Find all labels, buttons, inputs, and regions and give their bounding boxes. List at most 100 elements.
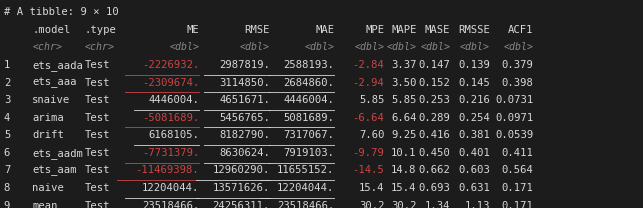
Text: MPE: MPE <box>365 25 385 35</box>
Text: 7.60: 7.60 <box>359 130 385 140</box>
Text: 9.25: 9.25 <box>391 130 417 140</box>
Text: <chr>: <chr> <box>32 42 62 52</box>
Text: 5.85: 5.85 <box>359 95 385 105</box>
Text: -2309674.: -2309674. <box>142 78 199 88</box>
Text: -11469398.: -11469398. <box>136 166 199 176</box>
Text: 0.401: 0.401 <box>458 148 490 158</box>
Text: 0.253: 0.253 <box>418 95 450 105</box>
Text: <dbl>: <dbl> <box>420 42 450 52</box>
Text: -14.5: -14.5 <box>352 166 385 176</box>
Text: ets_aaa: ets_aaa <box>32 78 77 88</box>
Text: 0.379: 0.379 <box>502 60 534 70</box>
Text: 30.2: 30.2 <box>391 201 417 208</box>
Text: 23518466.: 23518466. <box>142 201 199 208</box>
Text: 30.2: 30.2 <box>359 201 385 208</box>
Text: 5.85: 5.85 <box>391 95 417 105</box>
Text: 15.4: 15.4 <box>391 183 417 193</box>
Text: 0.289: 0.289 <box>418 113 450 123</box>
Text: 13571626.: 13571626. <box>213 183 270 193</box>
Text: ME: ME <box>186 25 199 35</box>
Text: 0.450: 0.450 <box>418 148 450 158</box>
Text: arima: arima <box>32 113 64 123</box>
Text: 0.411: 0.411 <box>502 148 534 158</box>
Text: Test: Test <box>85 201 111 208</box>
Text: 1.13: 1.13 <box>464 201 490 208</box>
Text: 0.145: 0.145 <box>458 78 490 88</box>
Text: 12960290.: 12960290. <box>213 166 270 176</box>
Text: <dbl>: <dbl> <box>240 42 270 52</box>
Text: 0.693: 0.693 <box>418 183 450 193</box>
Text: 10.1: 10.1 <box>391 148 417 158</box>
Text: 14.8: 14.8 <box>391 166 417 176</box>
Text: 4651671.: 4651671. <box>219 95 270 105</box>
Text: Test: Test <box>85 183 111 193</box>
Text: 7317067.: 7317067. <box>284 130 334 140</box>
Text: drift: drift <box>32 130 64 140</box>
Text: ACF1: ACF1 <box>508 25 534 35</box>
Text: RMSE: RMSE <box>244 25 270 35</box>
Text: 8182790.: 8182790. <box>219 130 270 140</box>
Text: 0.0971: 0.0971 <box>496 113 534 123</box>
Text: .type: .type <box>85 25 117 35</box>
Text: ets_aada: ets_aada <box>32 60 83 71</box>
Text: .model: .model <box>32 25 70 35</box>
Text: 6: 6 <box>4 148 10 158</box>
Text: Test: Test <box>85 166 111 176</box>
Text: -5081689.: -5081689. <box>142 113 199 123</box>
Text: 3.37: 3.37 <box>391 60 417 70</box>
Text: 4446004.: 4446004. <box>149 95 199 105</box>
Text: -2226932.: -2226932. <box>142 60 199 70</box>
Text: MAPE: MAPE <box>391 25 417 35</box>
Text: 11655152.: 11655152. <box>277 166 334 176</box>
Text: <dbl>: <dbl> <box>503 42 534 52</box>
Text: 0.398: 0.398 <box>502 78 534 88</box>
Text: 0.254: 0.254 <box>458 113 490 123</box>
Text: MASE: MASE <box>424 25 450 35</box>
Text: ets_aam: ets_aam <box>32 166 77 176</box>
Text: 0.416: 0.416 <box>418 130 450 140</box>
Text: 0.0731: 0.0731 <box>496 95 534 105</box>
Text: 0.139: 0.139 <box>458 60 490 70</box>
Text: -2.84: -2.84 <box>352 60 385 70</box>
Text: 0.216: 0.216 <box>458 95 490 105</box>
Text: 1.34: 1.34 <box>424 201 450 208</box>
Text: 8: 8 <box>4 183 10 193</box>
Text: 6.64: 6.64 <box>391 113 417 123</box>
Text: 4446004.: 4446004. <box>284 95 334 105</box>
Text: 3114850.: 3114850. <box>219 78 270 88</box>
Text: 2987819.: 2987819. <box>219 60 270 70</box>
Text: 0.171: 0.171 <box>502 201 534 208</box>
Text: 15.4: 15.4 <box>359 183 385 193</box>
Text: Test: Test <box>85 78 111 88</box>
Text: ets_aadm: ets_aadm <box>32 148 83 159</box>
Text: 1: 1 <box>4 60 10 70</box>
Text: 4: 4 <box>4 113 10 123</box>
Text: 6168105.: 6168105. <box>149 130 199 140</box>
Text: 12204044.: 12204044. <box>277 183 334 193</box>
Text: 9: 9 <box>4 201 10 208</box>
Text: -9.79: -9.79 <box>352 148 385 158</box>
Text: 2684860.: 2684860. <box>284 78 334 88</box>
Text: <dbl>: <dbl> <box>304 42 334 52</box>
Text: 7919103.: 7919103. <box>284 148 334 158</box>
Text: 23518466.: 23518466. <box>277 201 334 208</box>
Text: 7: 7 <box>4 166 10 176</box>
Text: 0.603: 0.603 <box>458 166 490 176</box>
Text: Test: Test <box>85 113 111 123</box>
Text: 0.662: 0.662 <box>418 166 450 176</box>
Text: -6.64: -6.64 <box>352 113 385 123</box>
Text: Test: Test <box>85 148 111 158</box>
Text: <dbl>: <dbl> <box>169 42 199 52</box>
Text: 8630624.: 8630624. <box>219 148 270 158</box>
Text: RMSSE: RMSSE <box>458 25 490 35</box>
Text: 5: 5 <box>4 130 10 140</box>
Text: 5081689.: 5081689. <box>284 113 334 123</box>
Text: 0.147: 0.147 <box>418 60 450 70</box>
Text: <dbl>: <dbl> <box>460 42 490 52</box>
Text: MAE: MAE <box>315 25 334 35</box>
Text: 0.152: 0.152 <box>418 78 450 88</box>
Text: <dbl>: <dbl> <box>386 42 417 52</box>
Text: -2.94: -2.94 <box>352 78 385 88</box>
Text: 3: 3 <box>4 95 10 105</box>
Text: 0.381: 0.381 <box>458 130 490 140</box>
